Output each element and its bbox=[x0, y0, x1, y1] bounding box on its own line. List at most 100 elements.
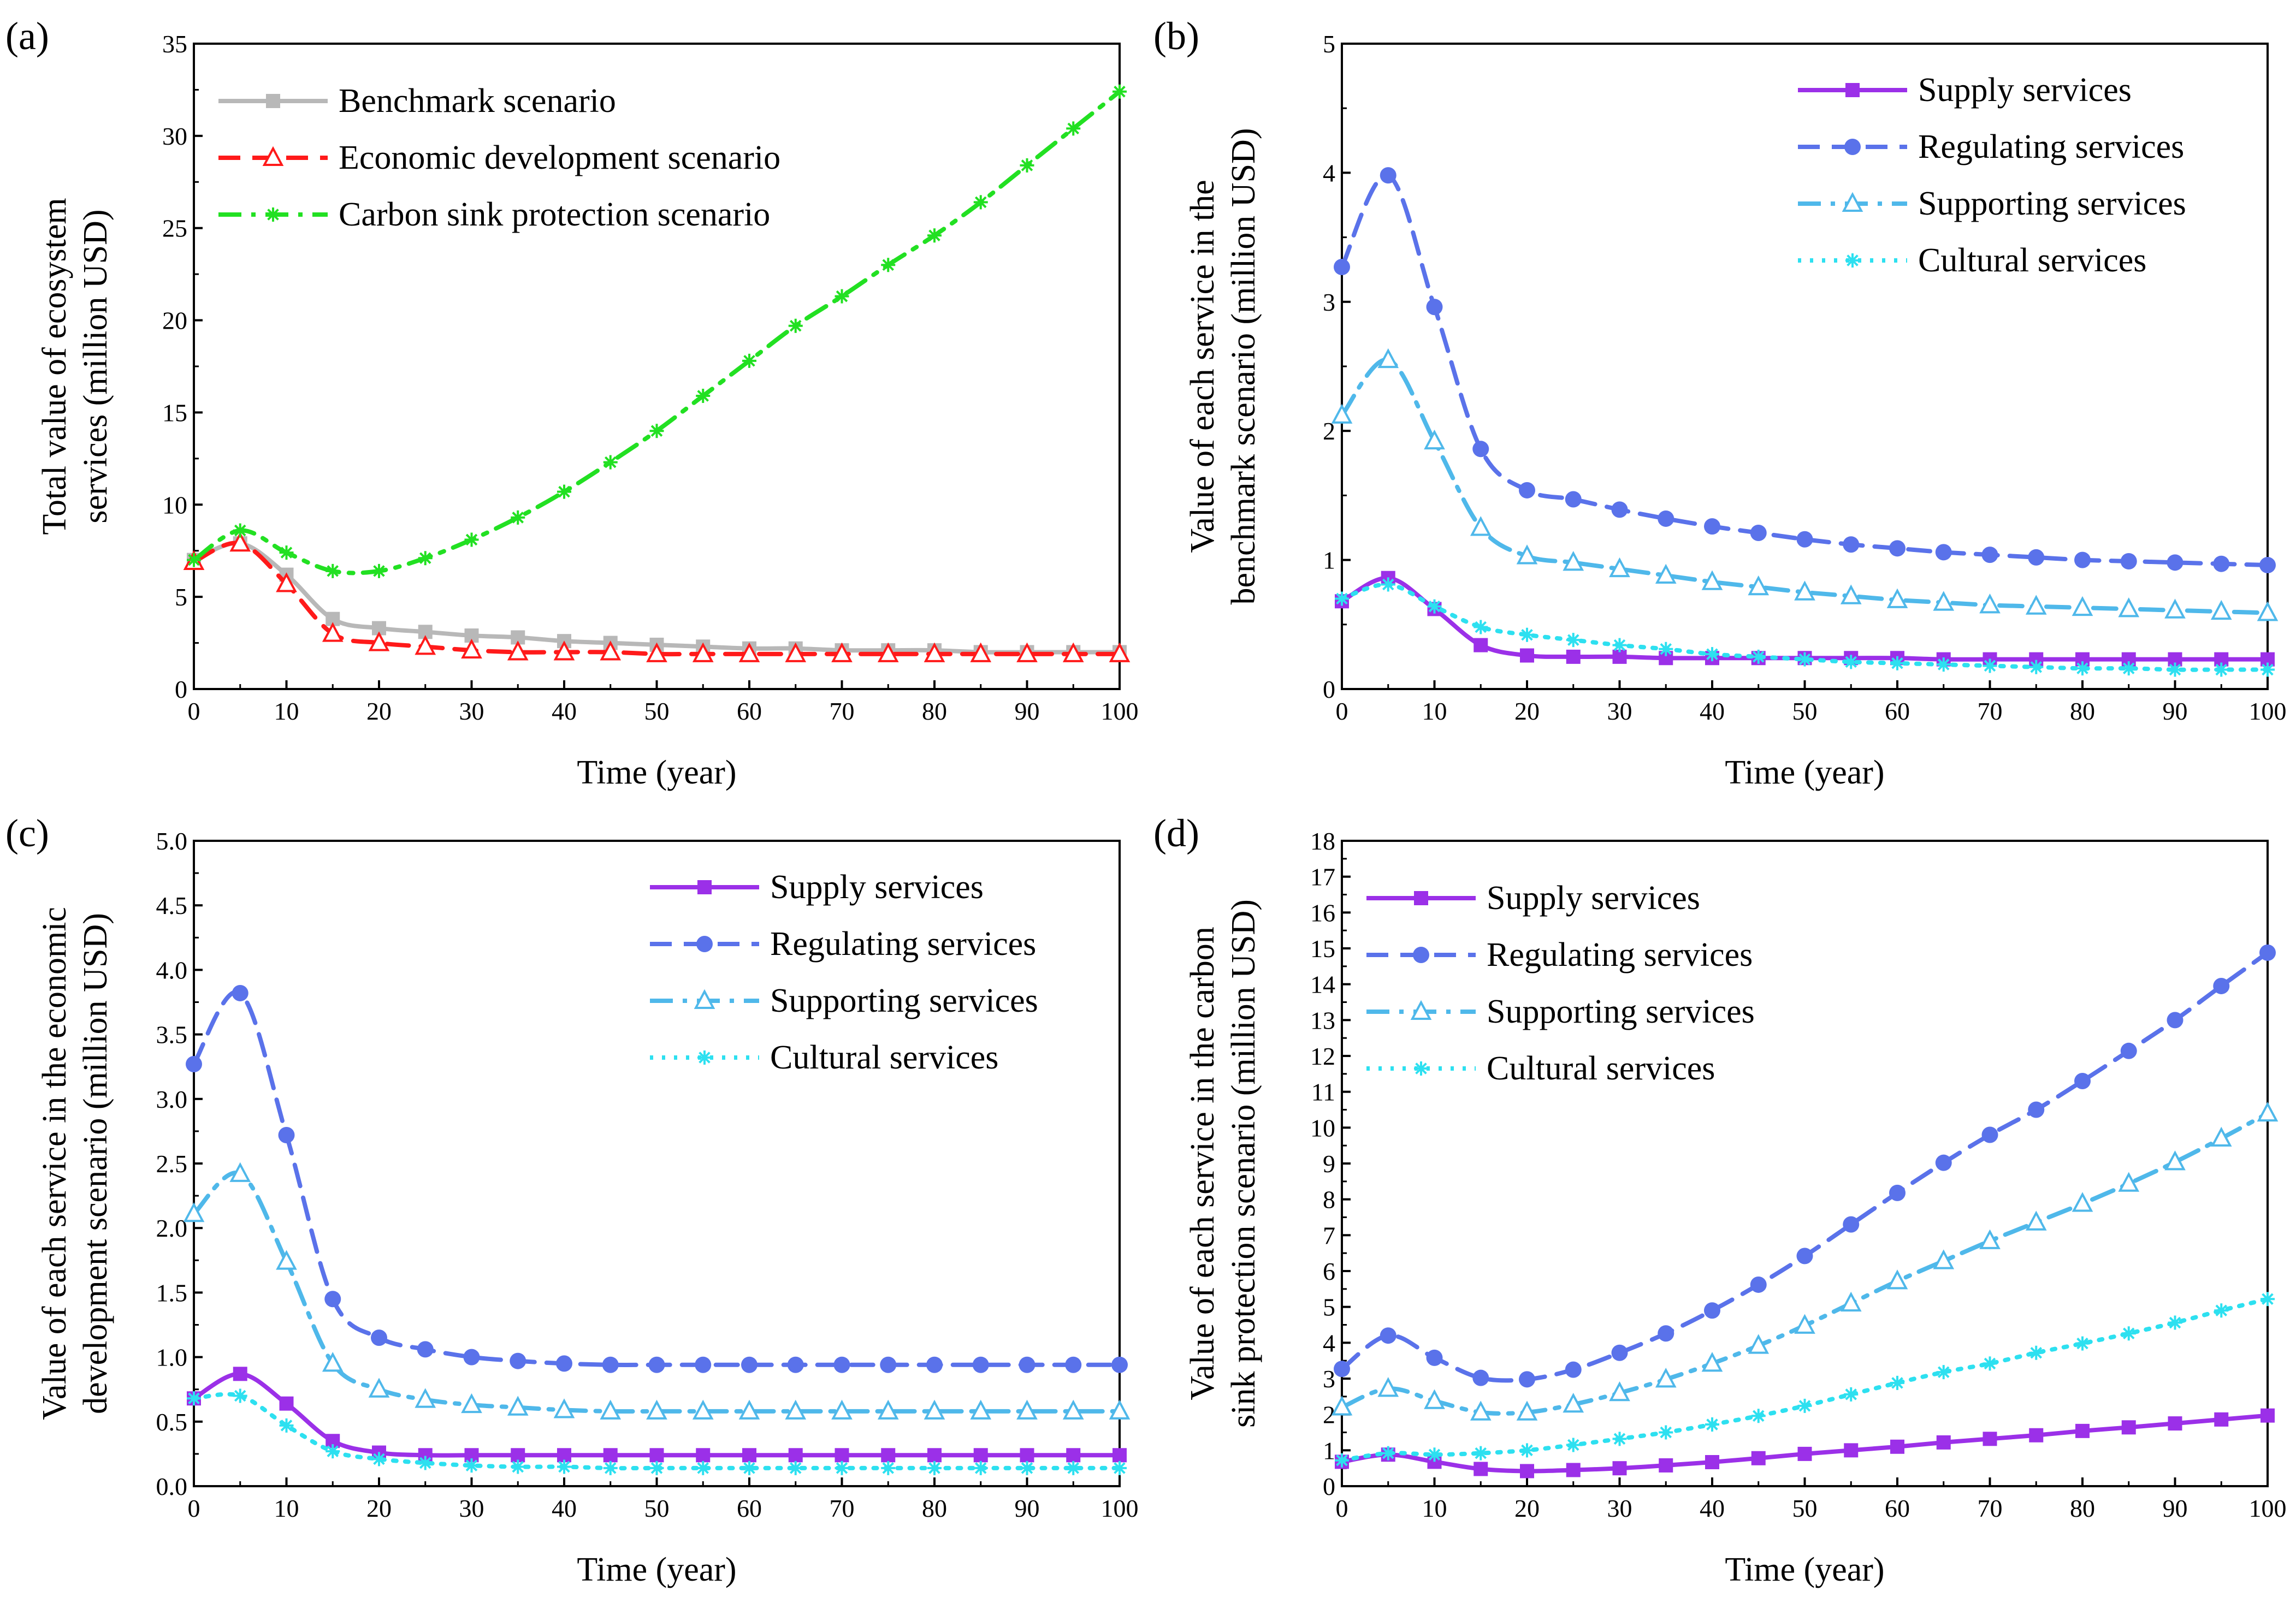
chart-b-legend-marker-2 bbox=[1842, 192, 1863, 212]
chart-d-series-2-point-0 bbox=[1331, 1396, 1353, 1416]
chart-c-series-2-point-0 bbox=[183, 1202, 205, 1222]
chart-c-series-1-point-1 bbox=[232, 984, 248, 1001]
chart-c-series-3-point-4 bbox=[372, 1452, 386, 1467]
chart-a-series-1-point-3 bbox=[322, 622, 344, 642]
chart-d-x-tick-label-4: 40 bbox=[1700, 1494, 1725, 1522]
chart-c-series-1-point-15 bbox=[880, 1356, 897, 1373]
chart-a-x-tick-label-2: 20 bbox=[366, 697, 392, 725]
chart-b-series-3-point-16 bbox=[2075, 661, 2090, 676]
chart-d-series-0-point-5 bbox=[1566, 1463, 1581, 1477]
chart-c-series-1-point-20 bbox=[1111, 1356, 1128, 1373]
chart-c-series-1-line bbox=[192, 989, 1122, 1367]
chart-b-legend-marker-0 bbox=[1845, 83, 1860, 97]
chart-c-x-tick-label-7: 70 bbox=[830, 1494, 855, 1522]
chart-d-series-1-point-12 bbox=[1889, 1184, 1906, 1201]
chart-d-legend-marker-3 bbox=[1414, 1061, 1428, 1076]
chart-d-series-2-point-13 bbox=[1933, 1249, 1955, 1269]
chart-c-series-2-point-20 bbox=[1109, 1399, 1131, 1420]
chart-a-y-axis-title-line-1: services (million USD) bbox=[77, 209, 114, 523]
chart-c-series-3-point-15 bbox=[881, 1461, 896, 1475]
chart-b-series-1-line bbox=[1340, 173, 2270, 568]
chart-a-series-1-point-10 bbox=[646, 642, 667, 662]
chart-c-series-0-point-12 bbox=[742, 1448, 756, 1463]
chart-a-y-tick-label-3: 15 bbox=[162, 399, 187, 426]
chart-b-series-3-point-2 bbox=[1427, 599, 1442, 614]
chart-b-series-3-point-14 bbox=[1983, 658, 1997, 673]
chart-b-series-3-point-10 bbox=[1797, 652, 1812, 667]
chart-d-series-0-point-18 bbox=[2168, 1416, 2182, 1431]
chart-b-series-1-point-12 bbox=[1889, 540, 1906, 557]
chart-d-series-0-point-20 bbox=[2261, 1408, 2275, 1423]
chart-a-y-tick-label-4: 20 bbox=[162, 307, 187, 335]
chart-d-series-3-point-6 bbox=[1612, 1432, 1627, 1446]
chart-c-series-2-point-19 bbox=[1062, 1399, 1084, 1420]
chart-a-series-2 bbox=[187, 84, 1127, 578]
chart-c-series-3-point-11 bbox=[696, 1461, 711, 1475]
chart-d-y-tick-label-0: 0 bbox=[1323, 1473, 1335, 1500]
chart-b-series-2-point-19 bbox=[2210, 599, 2232, 620]
chart-d-series-3-point-20 bbox=[2261, 1292, 2275, 1307]
chart-c-legend-marker-3 bbox=[697, 1050, 712, 1065]
chart-c-y-axis-title-line-1: development scenario (million USD) bbox=[77, 913, 114, 1414]
chart-d-y-tick-label-8: 8 bbox=[1323, 1186, 1335, 1214]
chart-d-y-tick-label-4: 4 bbox=[1323, 1329, 1335, 1357]
chart-c-series-1-point-11 bbox=[695, 1356, 712, 1373]
chart-c-series-3-point-6 bbox=[464, 1458, 479, 1473]
chart-d-y-tick-label-14: 14 bbox=[1310, 971, 1335, 999]
chart-d-legend-label-1: Regulating services bbox=[1487, 936, 1753, 973]
chart-b-legend-marker-1 bbox=[1844, 139, 1861, 155]
chart-d-series-1-point-13 bbox=[1935, 1154, 1952, 1171]
chart-c-series-2-point-13 bbox=[785, 1399, 807, 1420]
chart-b-series-3-point-18 bbox=[2168, 662, 2182, 677]
chart-b-series-2-point-5 bbox=[1563, 551, 1584, 571]
chart-c-series-3-point-0 bbox=[187, 1391, 201, 1406]
chart-a-x-tick-label-0: 0 bbox=[188, 697, 200, 725]
chart-d-series-0-point-4 bbox=[1520, 1464, 1534, 1479]
chart-d-series-3-point-4 bbox=[1520, 1443, 1534, 1458]
chart-b-y-tick-label-2: 2 bbox=[1323, 417, 1335, 445]
chart-panel-a: (a) 0 10 20 30 40 50 60 70 80 90 100 0 5 10 15 20 25 30 35 T… bbox=[0, 0, 1148, 797]
chart-d-series-3-point-5 bbox=[1566, 1438, 1581, 1452]
chart-a-series-2-point-14 bbox=[835, 289, 849, 304]
chart-a-series-2-point-12 bbox=[742, 353, 756, 368]
chart-a-series-1-point-6 bbox=[461, 638, 482, 659]
chart-c-series-2-point-12 bbox=[738, 1399, 760, 1420]
chart-c-legend-marker-2 bbox=[694, 989, 715, 1009]
chart-b-series-1-point-1 bbox=[1380, 167, 1396, 184]
chart-b-x-tick-label-3: 30 bbox=[1607, 697, 1632, 725]
chart-d-series-0-point-3 bbox=[1474, 1462, 1488, 1476]
chart-c-series-0-point-19 bbox=[1066, 1448, 1081, 1463]
chart-d-series-1-point-7 bbox=[1658, 1325, 1674, 1342]
chart-c-series-0-point-9 bbox=[603, 1448, 618, 1463]
chart-panel-d: (d) 0 10 20 30 40 50 60 70 80 90 100 0 1 2 3 4 5 6 7 8 9 10 11 1… bbox=[1148, 797, 2296, 1594]
chart-c-series-3-point-7 bbox=[511, 1459, 525, 1474]
chart-c-y-tick-label-6: 3.0 bbox=[156, 1085, 188, 1113]
chart-c-series-1-point-5 bbox=[417, 1341, 434, 1358]
chart-c-x-tick-label-4: 40 bbox=[552, 1494, 577, 1522]
chart-b-y-axis-title-line-1: benchmark scenario (million USD) bbox=[1225, 128, 1262, 605]
chart-b-series-3-point-11 bbox=[1844, 655, 1859, 669]
chart-d-series-3-point-1 bbox=[1381, 1446, 1395, 1461]
chart-c-series-1-point-3 bbox=[324, 1291, 341, 1308]
chart-d-series-0-point-19 bbox=[2214, 1412, 2229, 1427]
chart-b-series-1-point-13 bbox=[1935, 544, 1952, 561]
chart-c-x-axis-title: Time (year) bbox=[577, 1551, 736, 1588]
chart-c-series-2-point-15 bbox=[877, 1399, 899, 1420]
chart-c-series-0-point-10 bbox=[649, 1448, 664, 1463]
chart-d-series-0-point-6 bbox=[1612, 1461, 1627, 1476]
chart-a-series-2-point-1 bbox=[233, 523, 247, 538]
chart-c-legend-label-2: Supporting services bbox=[770, 982, 1038, 1019]
chart-a-series-2-point-16 bbox=[927, 228, 942, 243]
chart-b-series-0-point-3 bbox=[1474, 638, 1488, 652]
chart-c-series-2-point-18 bbox=[1016, 1399, 1038, 1420]
chart-b-series-2-point-10 bbox=[1794, 580, 1815, 601]
chart-b-series-1-point-6 bbox=[1611, 501, 1628, 518]
chart-d-series-0-point-16 bbox=[2075, 1423, 2090, 1438]
chart-d-y-tick-label-17: 17 bbox=[1310, 863, 1335, 891]
chart-d-y-tick-label-2: 2 bbox=[1323, 1401, 1335, 1429]
chart-c-series-2-point-7 bbox=[507, 1396, 529, 1416]
chart-d-x-tick-label-6: 60 bbox=[1885, 1494, 1910, 1522]
chart-c-series-1-point-2 bbox=[278, 1126, 295, 1143]
chart-c-series-0-point-20 bbox=[1113, 1448, 1127, 1463]
chart-d-y-tick-label-12: 12 bbox=[1310, 1042, 1335, 1070]
